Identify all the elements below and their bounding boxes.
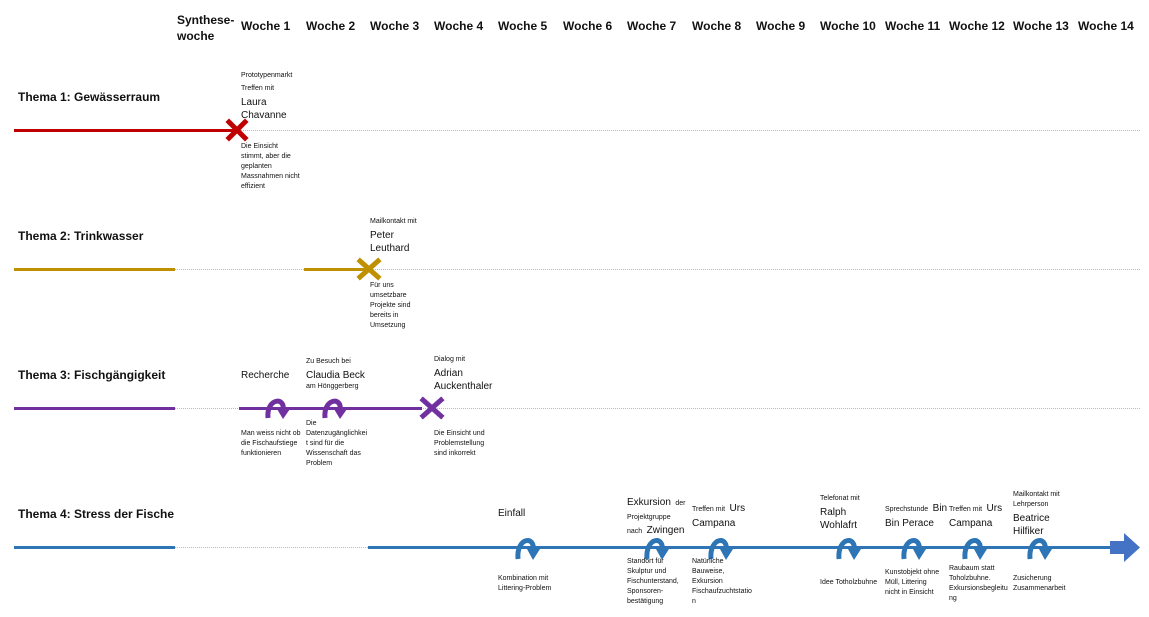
theme-3-timeline-b [239,407,422,410]
loop-arrow-icon [515,538,540,560]
t4-exkursion-word: Exkursion [627,497,671,508]
t4-urs2-outcome: Raubaum statt Toholzbuhne. Exkursionsbeg… [949,565,1008,602]
t3-label-place: am Hönggerberg [306,383,359,390]
t4-bin-label: Sprechstunde Bin Bin Perace [885,500,947,530]
column-header-woche-11: Woche 11 [885,19,941,33]
theme-3-timeline-a [14,407,175,410]
t3-outcome-3: Die Einsicht und Problemstellung sind in… [434,430,485,457]
t4-urs1-outcome: Natürliche Bauweise, Exkursion Fischaufz… [692,558,752,605]
t3-contact-name-beck: Claudia Beck [306,370,365,381]
t4-urs1-label: Treffen mit Urs Campana [692,500,745,530]
t3-contact-name-auckenthaler: Adrian Auckenthaler [434,368,493,392]
column-header-woche-4: Woche 4 [434,19,484,33]
t2-label-mailkontakt: Mailkontakt mit [370,218,417,225]
t4-exkursion-projektgruppe: Projektgruppe [627,514,671,521]
column-header-woche-14: Woche 14 [1078,19,1134,33]
t4-urs2-label: Treffen mit Urs Campana [949,500,1002,530]
t4-ralph-telefonat: Telefonat mit [820,495,860,502]
t4-bin-first: Bin [932,503,948,514]
column-header-woche-13: Woche 13 [1013,19,1069,33]
t4-urs1-treffen: Treffen mit [692,506,726,513]
column-header-woche-1: Woche 1 [241,19,291,33]
t1-contact-name: Laura Chavanne [241,97,287,121]
t4-bea-outcome: Zusicherung Zusammenarbeit [1013,575,1066,592]
theme-3-gridline [14,408,1140,409]
t4-bin-outcome: Kunstobjekt ohne Müll, Littering nicht i… [885,569,940,596]
arrow-right-icon [1110,533,1140,562]
t4-einfall-outcome: Kombination mit Littering-Problem [498,575,552,592]
theme-4-gridline [175,547,368,548]
t1-outcome: Die Einsicht stimmt, aber die geplanten … [241,143,300,190]
t4-bin-full: Bin Perace [885,518,934,529]
t4-exkursion-place: Zwingen [646,525,685,536]
cross-icon [225,118,249,142]
t2-outcome: Für uns umsetzbare Projekte sind bereits… [370,282,411,329]
column-header-woche-8: Woche 8 [692,19,742,33]
loop-arrow-icon [901,538,926,560]
column-header-woche-2: Woche 2 [306,19,356,33]
theme-4-label: Thema 4: Stress der Fische [18,507,175,521]
loop-arrow-icon [836,538,861,560]
theme-2-timeline-a [14,268,175,271]
theme-4-timeline-a [14,546,175,549]
t3-label-dialog: Dialog mit [434,356,466,363]
column-header-woche-12: Woche 12 [949,19,1005,33]
loop-arrow-icon [1027,538,1052,560]
t4-ralph-name: Ralph Wohlafrt [820,507,858,531]
theme-2-label: Thema 2: Trinkwasser [18,229,144,243]
t4-exkursion-outcome: Standort für Skulptur und Fischunterstan… [627,558,679,605]
t4-bea-name: Beatrice Hilfiker [1013,513,1050,537]
t4-urs2-last: Campana [949,518,993,529]
column-header-woche-6: Woche 6 [563,19,613,33]
theme-2-gridline [14,269,1140,270]
cross-icon [419,396,445,420]
t4-urs1-last: Campana [692,518,736,529]
t1-label-treffen-mit: Treffen mit [241,85,275,92]
t4-ralph-outcome: Idee Totholzbuhne [820,579,878,586]
loop-arrow-icon [708,538,733,560]
t3-outcome-2: Die Datenzugänglichkei t sind für die Wi… [306,420,368,467]
theme-3-label: Thema 3: Fischgängigkeit [18,368,166,382]
column-header-woche-9: Woche 9 [756,19,806,33]
theme-1-timeline [14,129,239,132]
column-header-woche-5: Woche 5 [498,19,548,33]
t4-exkursion-label: Exkursion der Projektgruppe nach Zwingen [627,495,685,537]
t4-einfall: Einfall [498,508,526,519]
theme-1-gridline [14,130,1140,131]
t1-label-prototypenmarkt: Prototypenmarkt [241,72,293,79]
cross-icon [356,257,382,281]
t4-exkursion-der: der [675,500,686,507]
column-header-woche-10: Woche 10 [820,19,876,33]
t4-bea-mailkontakt: Mailkontakt mit Lehrperson [1013,491,1060,508]
theme-1-label: Thema 1: Gewässerraum [18,90,161,104]
t4-bin-sprechstunde: Sprechstunde [885,506,929,513]
t3-outcome-1: Man weiss nicht ob die Fischaufstiege fu… [241,430,301,457]
column-header-woche-7: Woche 7 [627,19,677,33]
loop-arrow-icon [265,398,290,419]
loop-arrow-icon [322,398,347,419]
loop-arrow-icon [962,538,987,560]
column-header-woche-3: Woche 3 [370,19,420,33]
t4-urs2-treffen: Treffen mit [949,506,983,513]
t3-label-besuch: Zu Besuch bei [306,358,351,365]
theme-4-timeline-b [368,546,1114,549]
t3-recherche: Recherche [241,370,290,381]
t4-exkursion-nach: nach [627,528,643,535]
theme-2-timeline-b [304,268,366,271]
loop-arrow-icon [644,538,669,560]
column-header-synthesewoche: Synthese- woche [177,13,235,43]
t4-urs1-first: Urs [729,503,746,514]
t2-contact-name: Peter Leuthard [370,230,410,254]
t4-urs2-first: Urs [986,503,1003,514]
